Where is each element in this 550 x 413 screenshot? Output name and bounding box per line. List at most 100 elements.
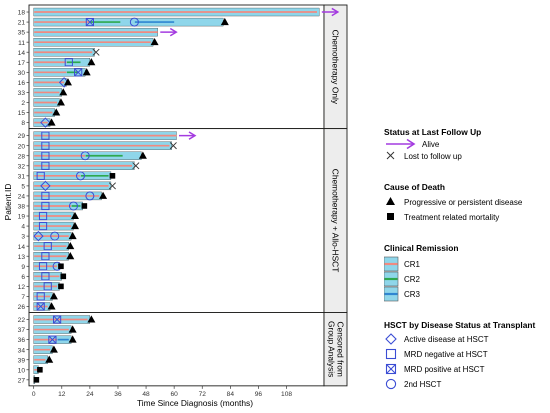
legend-remission-title: Clinical Remission: [384, 243, 458, 253]
plot-area: Chemotherapy Only1821351114173016332158C…: [18, 4, 348, 398]
legend-mrd-neg-label: MRD negative at HSCT: [404, 350, 488, 359]
progressive-death-marker: [45, 355, 54, 363]
y-tick-label: 19: [18, 214, 26, 221]
hsct-active-marker: [40, 117, 51, 128]
hsct-mrd-neg-marker: [41, 151, 50, 160]
hsct-mrd-neg-marker: [41, 252, 50, 261]
hsct-second-marker: [76, 171, 86, 181]
legend-mrd-pos-label: MRD positive at HSCT: [404, 365, 485, 374]
treatment-death-marker: [37, 366, 43, 373]
legend-treatment-label: Treatment related mortality: [404, 213, 499, 222]
y-tick-label: 7: [21, 294, 25, 301]
progressive-death-marker: [99, 191, 108, 199]
progressive-death-marker: [49, 292, 58, 300]
y-tick-label: 30: [18, 70, 26, 77]
alive-arrow-head: [331, 7, 340, 17]
hsct-active-marker: [40, 180, 51, 192]
progressive-death-marker: [220, 17, 229, 26]
y-tick-label: 13: [18, 254, 26, 261]
x-tick-label: 48: [142, 391, 150, 398]
panel-label: Chemotherapy Only: [331, 30, 341, 105]
hsct-mrd-neg-marker: [43, 242, 52, 251]
swimmer-plot: Chemotherapy Only1821351114173016332158C…: [3, 4, 348, 408]
treatment-death-marker: [81, 203, 88, 209]
hsct-mrd-pos-cross: [85, 18, 94, 27]
y-tick-label: 11: [18, 40, 25, 47]
progressive-death-marker: [47, 118, 56, 126]
x-tick-label: 12: [58, 391, 66, 398]
progressive-death-marker: [66, 252, 75, 260]
hsct-mrd-neg-marker: [41, 201, 50, 211]
hsct-mrd-neg-marker: [41, 131, 50, 140]
legend-progressive-label: Progressive or persistent disease: [404, 198, 523, 207]
legend-lost-icon: [386, 151, 395, 160]
progressive-death-marker: [68, 335, 77, 343]
progressive-death-marker: [138, 151, 147, 159]
legend-cr1-key: [383, 256, 399, 272]
y-tick-label: 14: [18, 50, 26, 57]
y-tick-label: 29: [18, 133, 26, 140]
legend-mrd-neg-icon: [385, 348, 397, 360]
hsct-mrd-pos-marker: [48, 335, 57, 344]
lost-marker: [92, 48, 100, 56]
hsct-second-marker: [85, 191, 95, 201]
hsct-mrd-neg-marker: [38, 221, 48, 231]
legend-cr2-label: CR2: [404, 275, 421, 284]
lost-marker: [169, 142, 177, 150]
x-tick-label: 84: [227, 391, 235, 398]
y-tick-label: 36: [18, 337, 26, 344]
progressive-death-marker: [70, 211, 79, 220]
y-tick-label: 38: [18, 204, 26, 211]
y-tick-label: 32: [18, 163, 26, 170]
y-tick-label: 18: [18, 10, 26, 17]
legend-second-hsct-label: 2nd HSCT: [404, 380, 441, 389]
legend-active-label: Active disease at HSCT: [404, 335, 489, 344]
x-tick-label: 24: [86, 391, 94, 398]
hsct-second-marker: [80, 151, 90, 161]
y-tick-label: 14: [18, 244, 26, 251]
legend-alive-label: Alive: [422, 140, 440, 149]
x-tick-label: 36: [114, 391, 122, 398]
progressive-death-marker: [66, 241, 75, 250]
alive-arrow-head: [188, 131, 197, 140]
y-tick-label: 9: [21, 264, 25, 271]
hsct-second-marker: [68, 201, 78, 211]
hsct-mrd-neg-marker: [36, 171, 45, 180]
y-tick-label: 17: [18, 60, 26, 67]
legend-cr2-key: [383, 271, 399, 287]
y-tick-label: 8: [21, 120, 25, 127]
x-tick-label: 0: [32, 391, 36, 398]
legend-treatment-icon: [387, 213, 394, 220]
y-tick-label: 33: [18, 90, 26, 97]
hsct-mrd-neg-marker: [43, 282, 52, 291]
y-tick-label: 20: [18, 143, 26, 150]
hsct-mrd-pos-cross: [48, 335, 57, 344]
legend: Status at Last Follow Up Alive Lost to f…: [383, 127, 550, 398]
hsct-mrd-neg-marker: [41, 272, 50, 281]
hsct-mrd-pos-cross: [74, 68, 83, 77]
treatment-death-marker: [58, 283, 64, 290]
panel-strip: [323, 312, 348, 387]
lost-marker: [132, 162, 140, 170]
legend-cr3-key: [383, 286, 399, 302]
treatment-death-marker: [60, 273, 67, 280]
hsct-mrd-neg-marker: [38, 211, 48, 221]
hsct-mrd-neg-marker: [38, 262, 48, 271]
legend-active-icon: [385, 333, 397, 345]
progressive-death-marker: [56, 98, 65, 106]
progressive-death-marker: [87, 58, 96, 66]
hsct-active-marker: [33, 230, 44, 242]
x-axis-label: Time Since Diagnosis (months): [137, 398, 253, 408]
treatment-death-marker: [33, 377, 40, 383]
legend-alive-arrow-head: [406, 138, 416, 150]
hsct-mrd-pos-cross: [53, 315, 62, 324]
y-tick-label: 37: [18, 327, 26, 334]
y-tick-label: 35: [18, 30, 26, 37]
legend-graphics: Status at Last Follow Up Alive Lost to f…: [383, 127, 535, 390]
y-tick-label: 4: [21, 224, 25, 231]
y-tick-label: 26: [18, 304, 26, 311]
y-tick-label: 12: [18, 284, 26, 291]
hsct-second-marker: [129, 17, 139, 27]
y-tick-label: 15: [18, 110, 26, 117]
progressive-death-marker: [59, 88, 68, 96]
